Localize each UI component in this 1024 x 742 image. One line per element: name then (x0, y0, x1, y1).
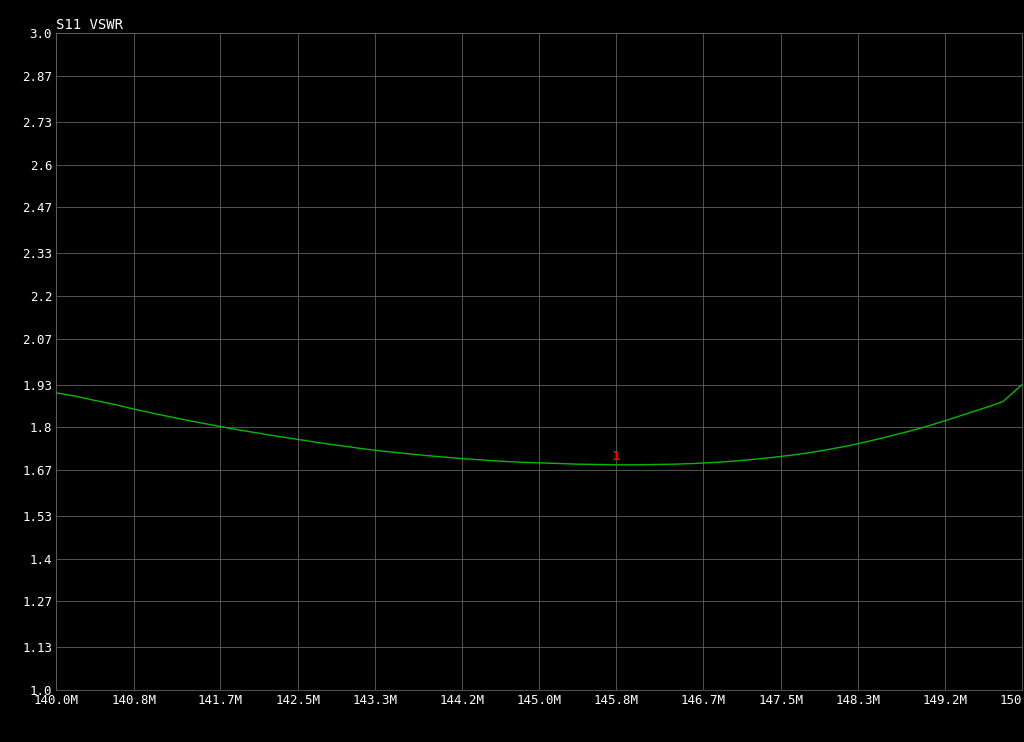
Text: S11 VSWR: S11 VSWR (56, 19, 123, 32)
Text: 1: 1 (612, 450, 621, 463)
